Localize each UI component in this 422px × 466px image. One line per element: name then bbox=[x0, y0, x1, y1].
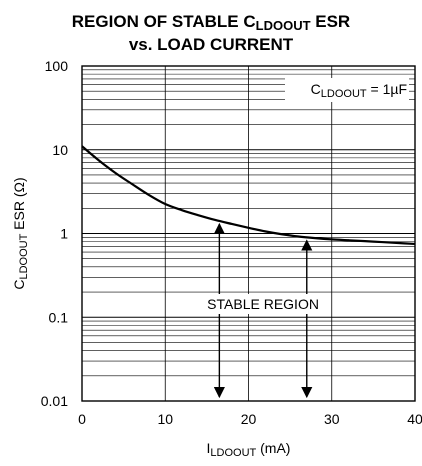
y-tick-labels: 0.01 0.1 1 10 100 bbox=[41, 58, 68, 409]
chart-title-line1: REGION OF STABLE CLDOOUT ESR bbox=[72, 12, 350, 33]
stable-region-label: STABLE REGION bbox=[207, 296, 319, 312]
y-tick-label: 1 bbox=[60, 226, 68, 242]
y-tick-label: 10 bbox=[52, 142, 68, 158]
stable-region-label-box bbox=[197, 294, 330, 314]
legend-box bbox=[285, 78, 409, 102]
x-tick-labels: 0 10 20 30 40 bbox=[78, 411, 422, 427]
y-tick-label: 0.01 bbox=[41, 393, 68, 409]
legend-label: CLDOOUT = 1µF bbox=[311, 81, 407, 100]
series-line bbox=[81, 145, 416, 246]
x-tick-label: 30 bbox=[324, 411, 340, 427]
x-tick-label: 0 bbox=[78, 411, 86, 427]
plot-frame bbox=[81, 65, 416, 402]
y-tick-label: 100 bbox=[45, 58, 69, 74]
x-tick-label: 20 bbox=[241, 411, 257, 427]
x-tick-label: 10 bbox=[157, 411, 173, 427]
chart-title-line2: vs. LOAD CURRENT bbox=[129, 35, 294, 54]
y-axis-label: CLDOOUT ESR (Ω) bbox=[11, 177, 30, 289]
x-tick-label: 40 bbox=[407, 411, 422, 427]
y-tick-label: 0.1 bbox=[49, 309, 69, 325]
grid bbox=[82, 66, 415, 401]
x-axis-label: ILDOOUT (mA) bbox=[207, 440, 291, 459]
